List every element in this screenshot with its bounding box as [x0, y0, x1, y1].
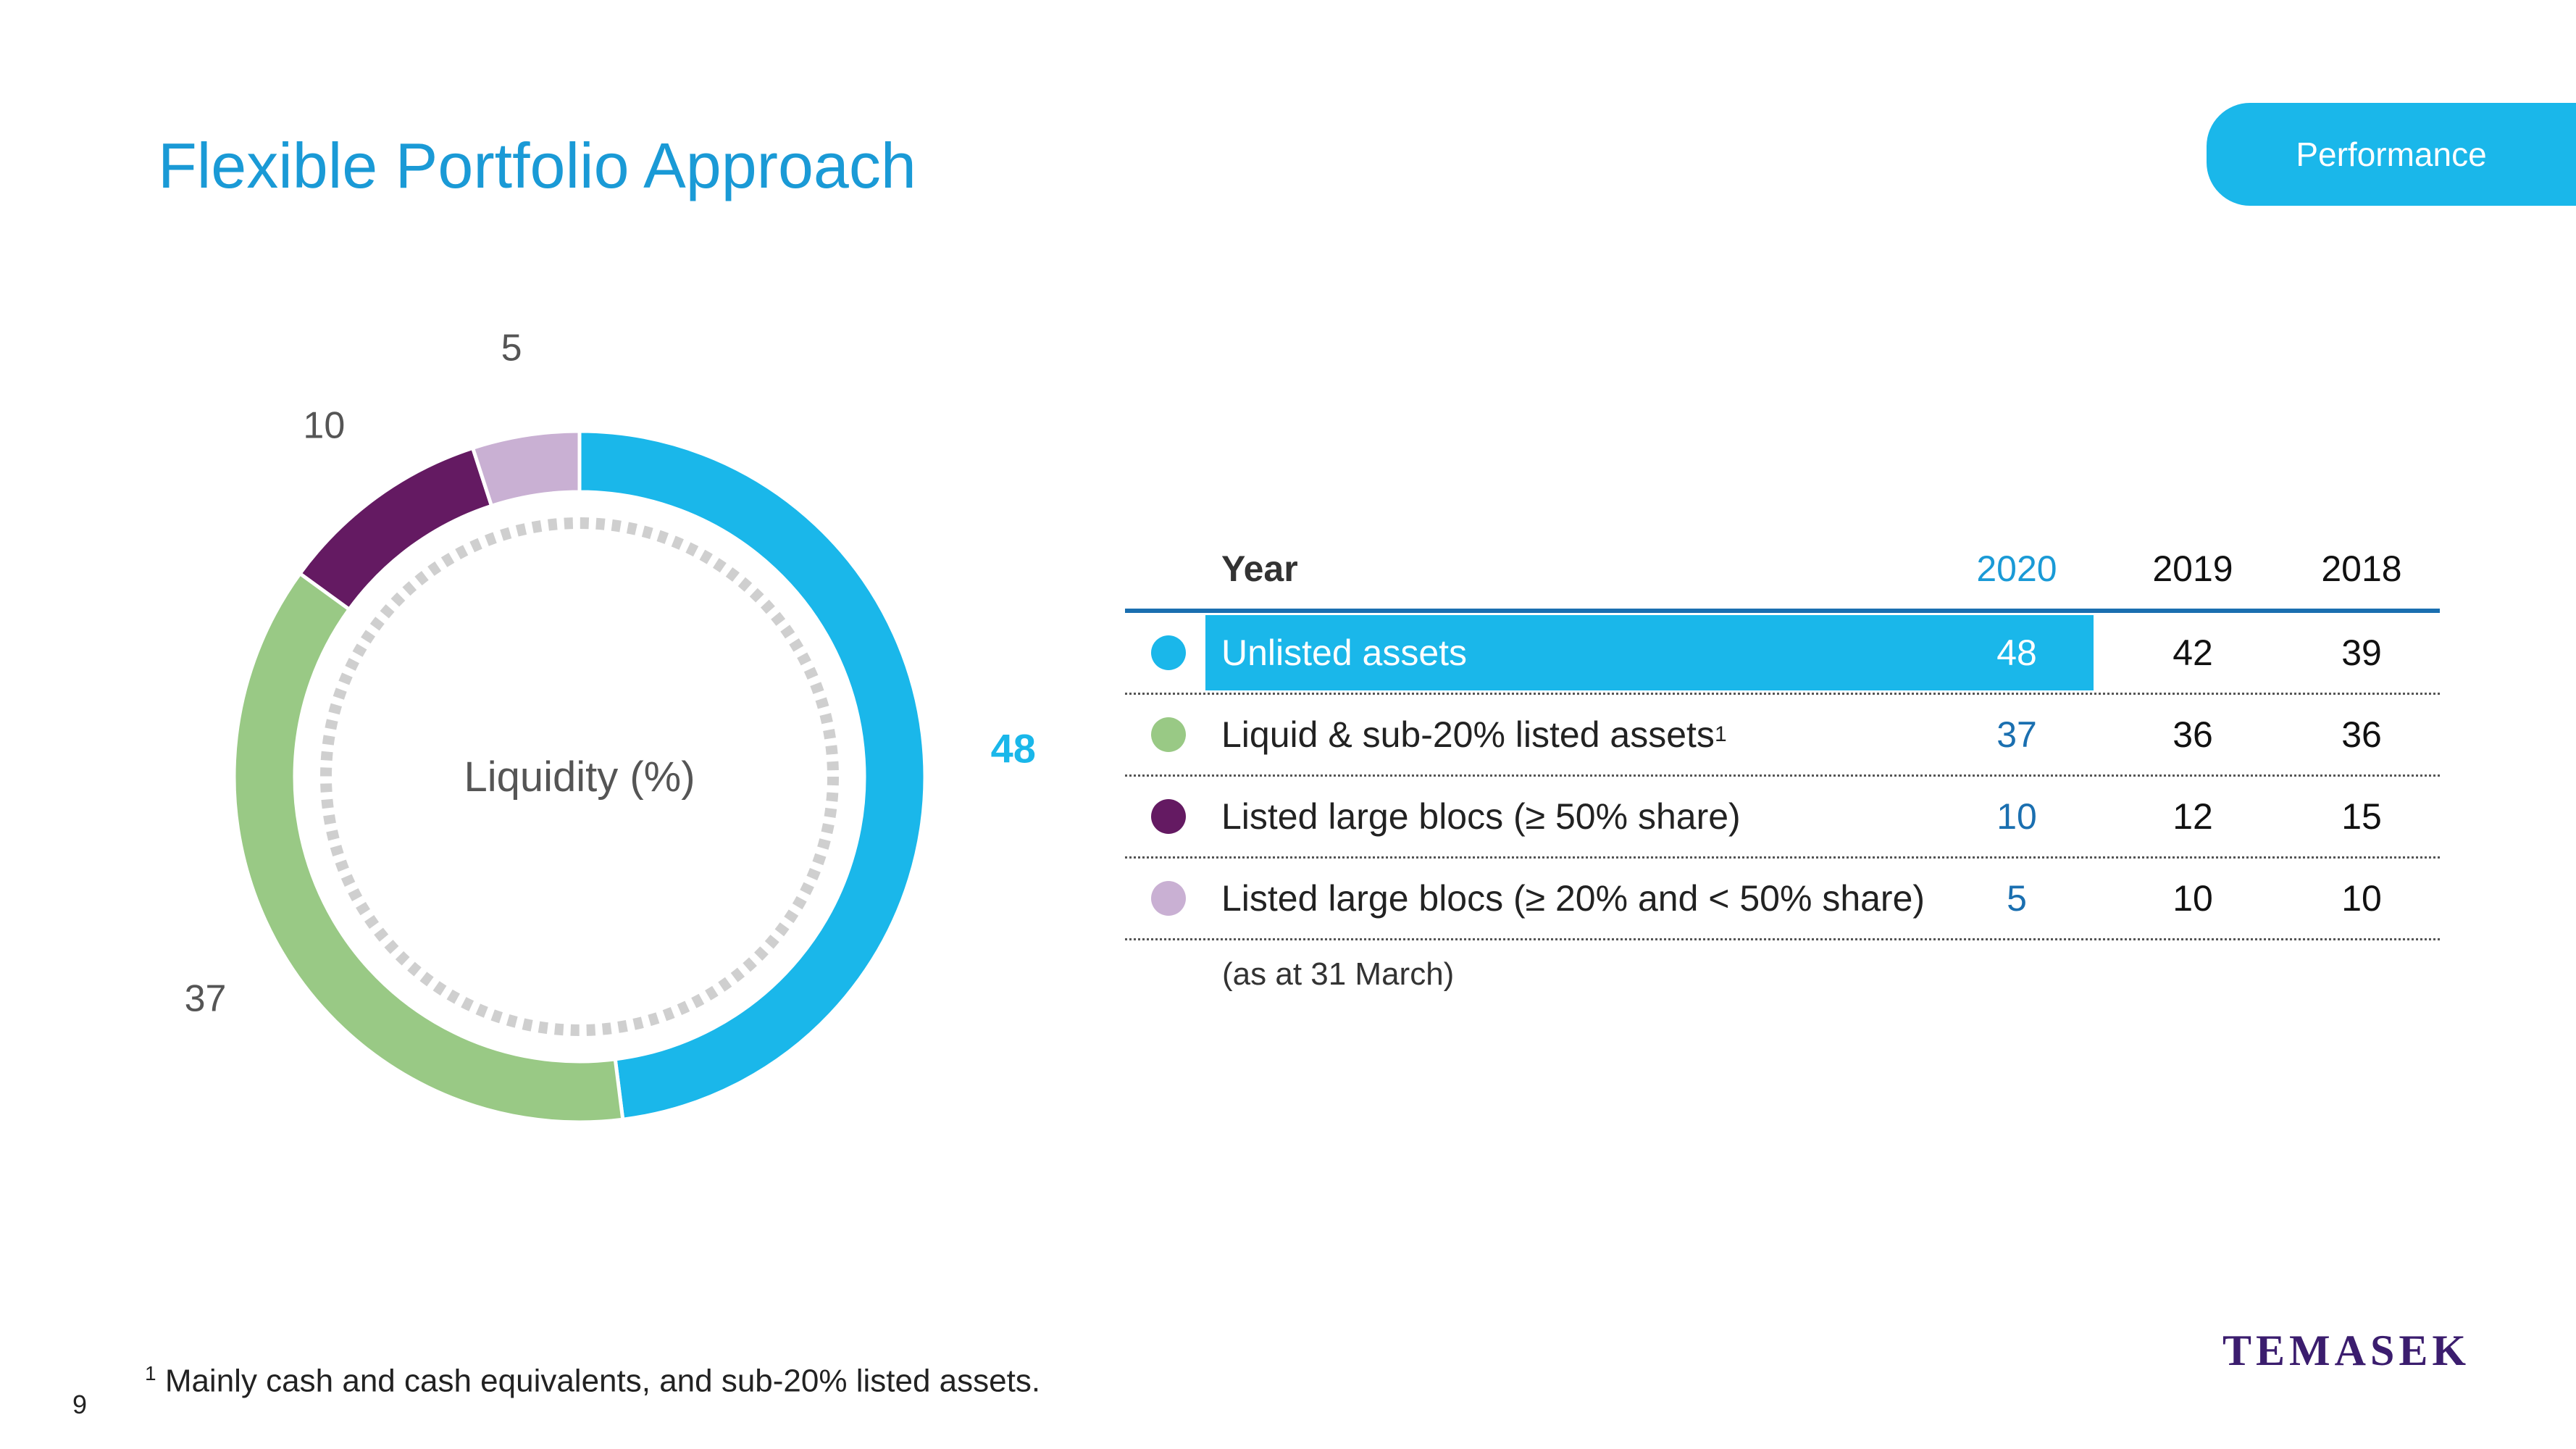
cell-liquid-2018: 36: [2341, 714, 2382, 755]
header-year-2018: 2018: [2321, 548, 2402, 589]
page-number: 9: [72, 1390, 88, 1419]
donut-value-label-0: 48: [991, 725, 1036, 771]
donut-slice-2: [297, 446, 494, 612]
cell-unlisted-2018: 39: [2341, 632, 2382, 673]
row-label-large-blocs-50: Listed large blocs (≥ 50% share): [1221, 796, 1741, 837]
table-row-large-blocs-50: Listed large blocs (≥ 50% share) 10 12 1…: [1125, 777, 2440, 859]
donut-value-label-2: 10: [303, 405, 345, 447]
donut-inner-dashed-ring: [320, 517, 839, 1036]
table-row-liquid: Liquid & sub-20% listed assets 1 37 36 36: [1125, 695, 2440, 777]
cell-liquid-2020: 37: [1996, 714, 2037, 755]
row-label-unlisted: Unlisted assets: [1205, 615, 2094, 690]
legend-dot-unlisted: [1151, 635, 1186, 670]
temasek-logo: TEMASEK: [2222, 1327, 2471, 1374]
as-of-note: (as at 31 March): [1222, 956, 1455, 992]
cell-unlisted-2020: 48: [1996, 632, 2037, 673]
donut-slice-0: [577, 429, 927, 1122]
cell-liquid-2019: 36: [2173, 714, 2213, 755]
legend-dot-large-blocs-20-50: [1151, 881, 1186, 916]
cell-large-blocs-50-2018: 15: [2341, 796, 2382, 837]
liquidity-table: Year 2020 2019 2018 Unlisted assets 48 4…: [1125, 529, 2440, 940]
donut-value-label-3: 5: [501, 327, 522, 369]
legend-dot-large-blocs-50: [1151, 799, 1186, 834]
header-year-label: Year: [1221, 548, 1298, 589]
footnote-text: Mainly cash and cash equivalents, and su…: [164, 1363, 1041, 1399]
footnote-marker: 1: [1714, 722, 1727, 746]
cell-large-blocs-50-2019: 12: [2173, 796, 2213, 837]
donut-value-label-1: 37: [185, 977, 227, 1019]
donut-slice-3: [470, 429, 582, 509]
cell-large-blocs-20-50-2018: 10: [2341, 878, 2382, 919]
section-tab-performance[interactable]: Performance: [2207, 103, 2576, 206]
table-header-row: Year 2020 2019 2018: [1125, 529, 2440, 613]
cell-large-blocs-20-50-2020: 5: [2007, 878, 2027, 919]
cell-large-blocs-20-50-2019: 10: [2173, 878, 2213, 919]
header-year-2020: 2020: [1976, 548, 2057, 589]
donut-center-title: Liquidity (%): [464, 753, 695, 801]
table-row-unlisted: Unlisted assets 48 42 39: [1125, 613, 2440, 695]
footnote: 1 Mainly cash and cash equivalents, and …: [145, 1362, 1040, 1400]
footnote-number: 1: [145, 1362, 156, 1385]
row-label-large-blocs-20-50: Listed large blocs (≥ 20% and < 50% shar…: [1221, 878, 1925, 919]
cell-unlisted-2019: 42: [2173, 632, 2213, 673]
cell-large-blocs-50-2020: 10: [1996, 796, 2037, 837]
header-year-2019: 2019: [2152, 548, 2233, 589]
donut-slice-1: [232, 571, 625, 1124]
table-row-large-blocs-20-50: Listed large blocs (≥ 20% and < 50% shar…: [1125, 859, 2440, 940]
page-title: Flexible Portfolio Approach: [158, 130, 916, 201]
row-label-liquid: Liquid & sub-20% listed assets 1: [1221, 714, 1727, 755]
legend-dot-liquid: [1151, 717, 1186, 752]
